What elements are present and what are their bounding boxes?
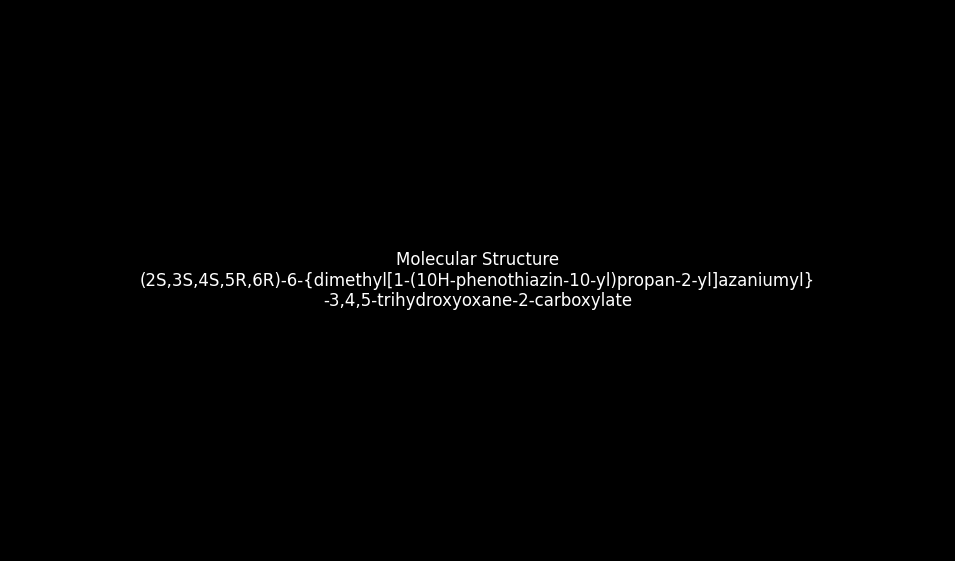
Text: Molecular Structure
(2S,3S,4S,5R,6R)-6-{dimethyl[1-(10H-phenothiazin-10-yl)propa: Molecular Structure (2S,3S,4S,5R,6R)-6-{…	[139, 251, 816, 310]
